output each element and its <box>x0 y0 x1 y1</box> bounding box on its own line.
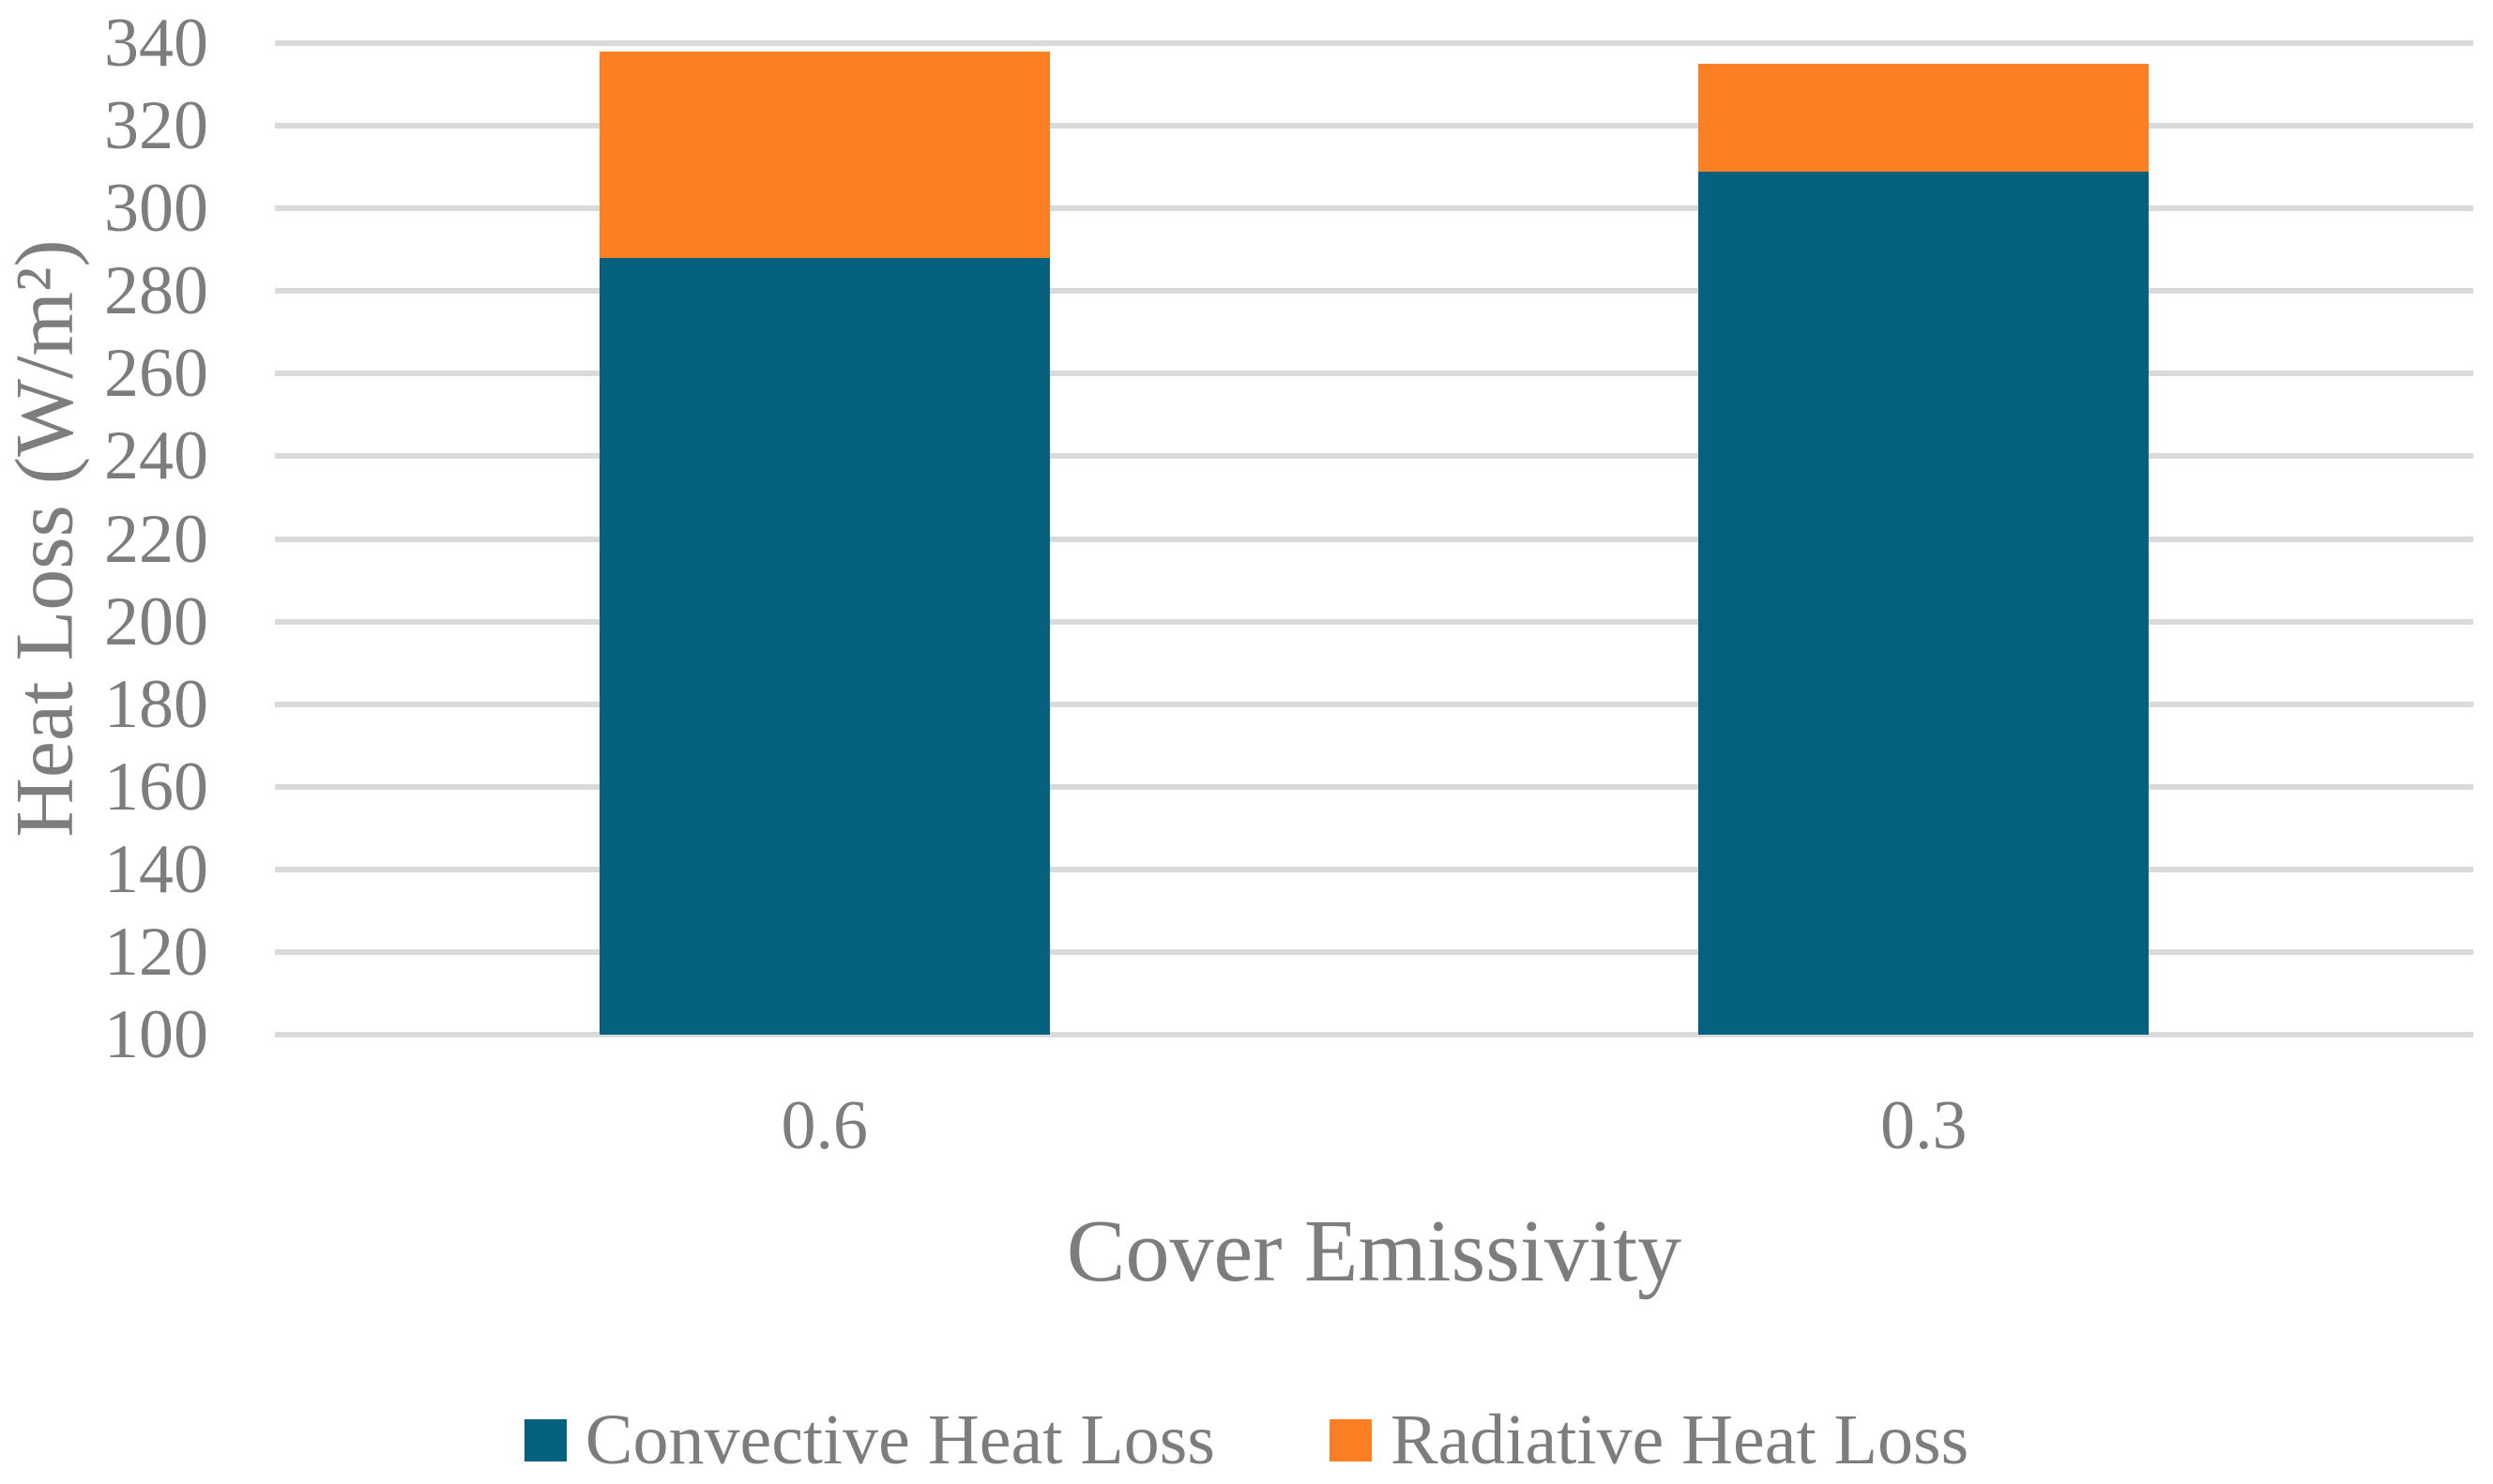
y-tick-label-120: 120 <box>104 913 208 991</box>
bar-group-0.3 <box>1698 64 2150 1035</box>
x-tick-label-0.6: 0.6 <box>781 1087 869 1164</box>
y-tick-label-240: 240 <box>104 417 208 495</box>
y-tick-label-340: 340 <box>104 5 208 82</box>
gridline-220 <box>275 536 2473 542</box>
x-tick-label-0.3: 0.3 <box>1880 1087 1968 1164</box>
bar-segment-convective-heat-loss-0.3 <box>1698 171 2150 1035</box>
gridline-140 <box>275 866 2473 872</box>
gridline-300 <box>275 205 2473 212</box>
legend-marker-icon <box>1329 1418 1372 1461</box>
y-tick-label-260: 260 <box>104 335 208 413</box>
plot-area <box>275 40 2473 1037</box>
bar-group-0.6 <box>599 51 1050 1035</box>
bar-segment-convective-heat-loss-0.6 <box>599 258 1050 1035</box>
y-tick-label-100: 100 <box>104 996 208 1073</box>
y-tick-label-140: 140 <box>104 830 208 908</box>
bar-segment-radiative-heat-loss-0.6 <box>599 51 1050 259</box>
x-axis-title: Cover Emissivity <box>1066 1203 1682 1300</box>
gridline-180 <box>275 701 2473 707</box>
gridline-240 <box>275 453 2473 460</box>
y-tick-label-220: 220 <box>104 500 208 578</box>
gridline-320 <box>275 123 2473 129</box>
y-tick-label-280: 280 <box>104 252 208 330</box>
gridline-160 <box>275 783 2473 790</box>
gridline-120 <box>275 948 2473 955</box>
bar-segment-radiative-heat-loss-0.3 <box>1698 64 2150 172</box>
gridline-260 <box>275 371 2473 377</box>
y-tick-label-320: 320 <box>104 87 208 165</box>
y-tick-label-180: 180 <box>104 665 208 743</box>
y-tick-label-300: 300 <box>104 170 208 248</box>
legend-item-convective-heat-loss: Convective Heat Loss <box>524 1404 1215 1476</box>
legend-item-radiative-heat-loss: Radiative Heat Loss <box>1329 1401 1969 1479</box>
legend: Convective Heat Loss Radiative Heat Loss <box>0 1396 2493 1484</box>
legend-label: Convective Heat Loss <box>585 1401 1215 1479</box>
legend-marker-icon <box>524 1418 567 1461</box>
y-tick-label-160: 160 <box>104 748 208 825</box>
gridline-100 <box>275 1032 2473 1037</box>
gridline-280 <box>275 288 2473 295</box>
y-tick-label-200: 200 <box>104 583 208 660</box>
legend-label: Radiative Heat Loss <box>1390 1401 1969 1479</box>
gridline-340 <box>275 40 2473 46</box>
gridline-200 <box>275 618 2473 625</box>
